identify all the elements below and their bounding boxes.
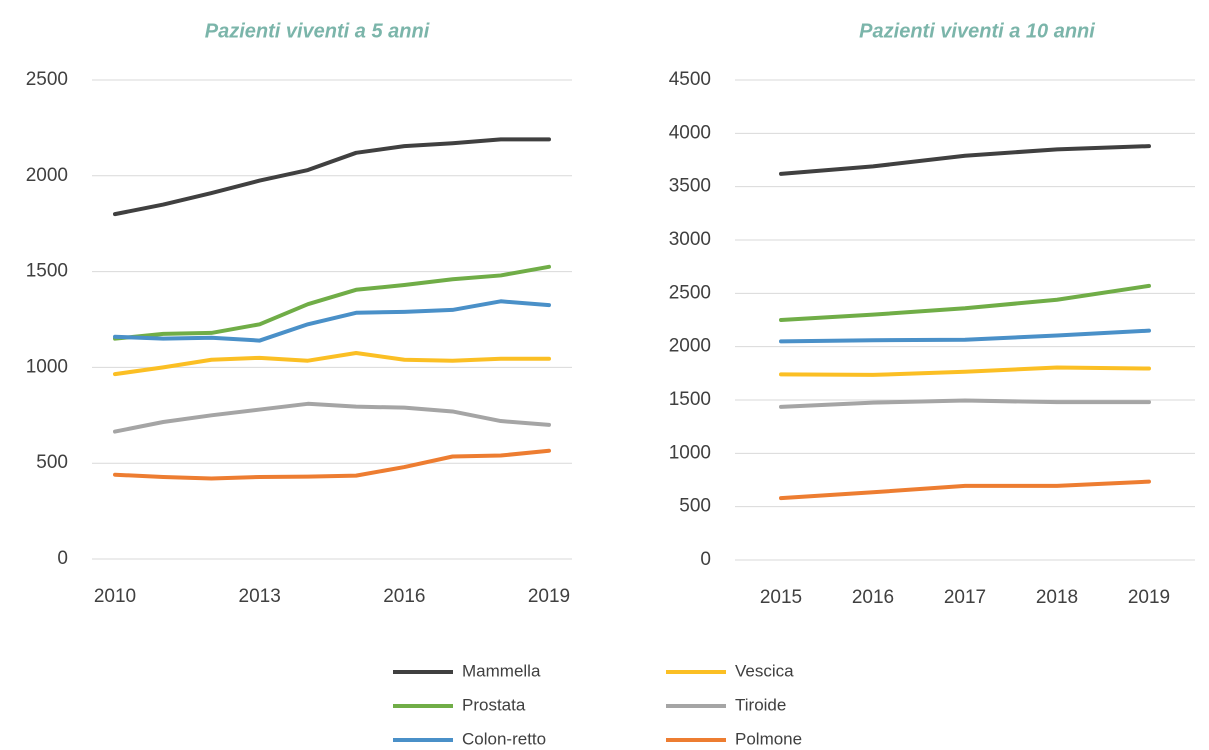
x-tick-label: 2017 [944, 587, 986, 608]
legend-label: Prostata [462, 695, 526, 714]
x-tick-label: 2018 [1036, 587, 1078, 608]
y-tick-label: 1000 [26, 356, 68, 377]
x-tick-label: 2016 [852, 587, 894, 608]
y-tick-label: 1500 [26, 261, 68, 282]
legend-label: Tiroide [735, 695, 786, 714]
y-tick-label: 3000 [669, 229, 711, 250]
line-series [113, 401, 551, 434]
y-tick-label: 4500 [669, 69, 711, 90]
legend-label: Mammella [462, 661, 541, 680]
x-tick-label: 2016 [383, 586, 425, 607]
line-series [779, 398, 1151, 409]
y-tick-label: 4000 [669, 122, 711, 143]
line-series [113, 137, 551, 217]
y-tick-label: 1000 [669, 442, 711, 463]
chart-title: Pazienti viventi a 5 anni [205, 20, 430, 42]
chart-title: Pazienti viventi a 10 anni [859, 20, 1095, 42]
x-tick-label: 2013 [239, 586, 281, 607]
line-series [113, 299, 551, 343]
y-tick-label: 500 [36, 452, 68, 473]
y-tick-label: 2000 [669, 336, 711, 357]
y-tick-label: 3500 [669, 176, 711, 197]
y-tick-label: 1500 [669, 389, 711, 410]
line-series [779, 365, 1151, 377]
y-tick-label: 0 [57, 548, 68, 569]
x-tick-label: 2015 [760, 587, 802, 608]
legend-label: Vescica [735, 661, 794, 680]
y-tick-label: 500 [679, 496, 711, 517]
legend-label: Polmone [735, 729, 802, 745]
line-series [779, 479, 1151, 501]
line-series [113, 448, 551, 481]
y-tick-label: 2500 [669, 282, 711, 303]
x-tick-label: 2019 [1128, 587, 1170, 608]
legend-label: Colon-retto [462, 729, 546, 745]
line-series [113, 351, 551, 377]
line-series [779, 283, 1151, 322]
line-series [779, 328, 1151, 344]
x-tick-label: 2019 [528, 586, 570, 607]
y-tick-label: 2500 [26, 69, 68, 90]
x-tick-label: 2010 [94, 586, 136, 607]
line-series [113, 264, 551, 341]
y-tick-label: 2000 [26, 165, 68, 186]
y-tick-label: 0 [700, 549, 711, 570]
line-series [779, 144, 1151, 176]
